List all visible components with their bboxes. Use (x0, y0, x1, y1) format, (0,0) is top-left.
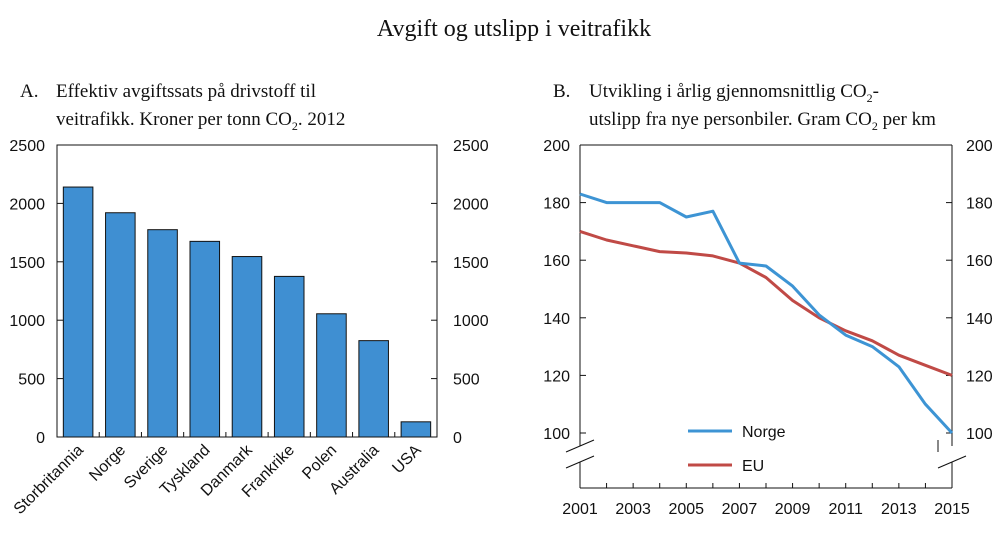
axis-break-mark (565, 439, 595, 453)
line-xtick-label: 2001 (562, 501, 598, 518)
bar-ytick-label-left: 500 (18, 372, 45, 389)
panel-b-title-line1-pre: Utvikling i årlig gjennomsnittlig CO (589, 81, 867, 102)
line-ytick-label-right: 140 (966, 311, 993, 328)
bar-danmark (231, 256, 263, 438)
panel-b-title-line2: utslipp fra nye personbiler. Gram CO2 pe… (589, 109, 936, 133)
line-ytick-label-left: 140 (543, 311, 570, 328)
bar-usa (400, 421, 432, 438)
line-ytick-label-left: 200 (543, 138, 570, 155)
line-ytick-label-right: 180 (966, 196, 993, 213)
bar-sverige (147, 229, 178, 438)
legend-label-eu: EU (742, 458, 764, 475)
bar-chart: 0 0 500 500 1000 1000 1500 1500 2000 2000 2500 2500… (9, 138, 488, 518)
panel-b-title-line2-post: per km (878, 109, 936, 130)
bar-tyskland (189, 240, 221, 438)
line-ytick-label-left: 100 (543, 426, 570, 443)
panel-b-title-line1: Utvikling i årlig gjennomsnittlig CO2- (589, 81, 879, 105)
line-xtick-label: 2015 (934, 501, 970, 518)
bar-ytick-label-right: 2000 (453, 196, 489, 213)
bar-ytick-label-left: 0 (36, 430, 45, 447)
line-ytick-label-right: 120 (966, 368, 993, 385)
bar-australia (358, 340, 389, 438)
line-ytick-label-right: 160 (966, 253, 993, 270)
series-line-eu (579, 229, 953, 377)
line-xtick-label: 2005 (668, 501, 704, 518)
line-xtick-label: 2009 (775, 501, 811, 518)
line-xtick-label: 2007 (722, 501, 758, 518)
panel-a-title-line2-sub: 2 (292, 119, 298, 133)
bar-ytick-label-right: 1000 (453, 313, 489, 330)
bar-storbritannia (62, 186, 94, 438)
bar-category-label: Storbritannia (11, 442, 87, 518)
series-line-norge (579, 192, 954, 435)
bar-frankrike (273, 275, 305, 438)
line-xtick-label: 2013 (881, 501, 917, 518)
line-ytick-label-left: 180 (543, 196, 570, 213)
panel-b-title-line1-post: - (873, 81, 879, 102)
bar-ytick-label-left: 1000 (9, 313, 45, 330)
figure-title: Avgift og utslipp i veitrafikk (377, 16, 651, 42)
line-xtick-label: 2003 (615, 501, 651, 518)
line-chart: 100 100 120 120 140 140 160 160 180 180 200 200 2001… (543, 138, 993, 518)
line-ytick-label-right: 200 (966, 138, 993, 155)
axis-break-mark (937, 455, 967, 469)
bar-category-label: USA (389, 442, 425, 478)
bar-ytick-label-left: 1500 (9, 255, 45, 272)
bar-polen (316, 313, 347, 438)
bar-ytick-label-right: 0 (453, 430, 462, 447)
panel-a-title-line2-post: . 2012 (298, 109, 346, 130)
bar-norge (105, 212, 136, 438)
panel-a-title-line2-pre: veitrafikk. Kroner per tonn CO (56, 109, 292, 130)
line-ytick-label-left: 120 (543, 368, 570, 385)
bar-ytick-label-right: 500 (453, 372, 480, 389)
panel-a-title-line2: veitrafikk. Kroner per tonn CO2. 2012 (56, 109, 345, 133)
line-ytick-label-right: 100 (966, 426, 993, 443)
line-ytick-label-left: 160 (543, 253, 570, 270)
panel-a-title-line1: Effektiv avgiftssats på drivstoff til (56, 81, 316, 102)
panel-b-title-line1-sub: 2 (867, 91, 873, 105)
line-xtick-label: 2011 (829, 501, 864, 518)
bar-ytick-label-left: 2000 (9, 196, 45, 213)
panel-b-title-line2-pre: utslipp fra nye personbiler. Gram CO (589, 109, 872, 130)
panel-a-letter: A. (20, 81, 38, 102)
legend-label-norge: Norge (742, 424, 786, 441)
bar-ytick-label-right: 1500 (453, 255, 489, 272)
bar-category-label: Polen (299, 442, 340, 483)
panel-b-title-line2-sub: 2 (872, 119, 878, 133)
bar-ytick-label-right: 2500 (453, 138, 489, 155)
panel-b-letter: B. (553, 81, 570, 102)
bar-ytick-label-left: 2500 (9, 138, 45, 155)
axis-break-mark (565, 455, 595, 469)
